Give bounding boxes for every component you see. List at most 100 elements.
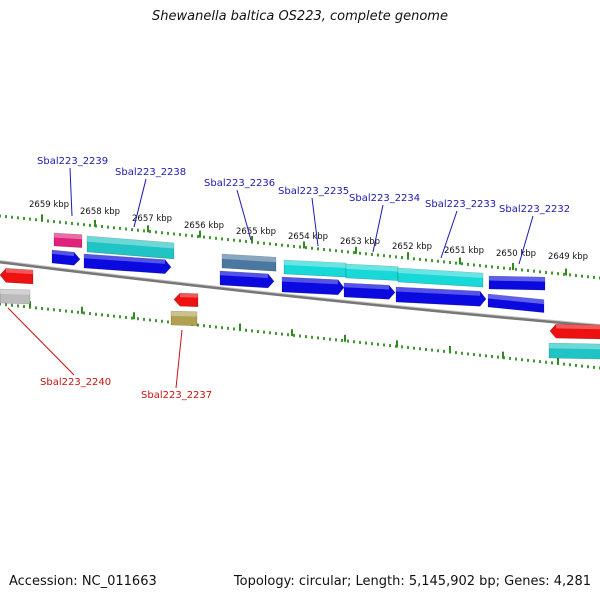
outer-tick-minor — [65, 221, 67, 225]
outer-tick-minor — [371, 252, 373, 256]
inner-tick-minor — [155, 319, 157, 323]
outer-tick-minor — [227, 238, 229, 242]
gene-arrow-right-edge-shine — [556, 324, 600, 330]
outer-tick-minor — [197, 234, 199, 238]
gene-box-2236-shine — [222, 254, 276, 263]
gene-label: Sbal223_2240 — [40, 377, 111, 388]
inner-tick-minor — [149, 318, 151, 322]
inner-tick-minor — [353, 340, 355, 344]
inner-tick-minor — [533, 359, 535, 363]
inner-tick-minor — [161, 319, 163, 323]
scale-label: 2654 kbp — [288, 232, 328, 242]
gene-arrow-2240 — [0, 268, 34, 285]
gene-box-right-edge — [548, 342, 600, 360]
outer-tick-minor — [539, 270, 541, 274]
inner-tick-minor — [563, 362, 565, 366]
inner-tick-minor — [569, 363, 571, 367]
gene-label: Sbal223_2238 — [115, 167, 186, 178]
outer-tick-minor — [245, 239, 247, 243]
outer-tick-minor — [83, 223, 85, 227]
outer-tick-minor — [365, 252, 367, 256]
inner-tick-minor — [575, 363, 577, 367]
inner-tick-minor — [251, 329, 253, 333]
outer-tick-minor — [299, 245, 301, 249]
gene-label: Sbal223_2239 — [37, 156, 108, 167]
inner-tick-minor — [527, 358, 529, 362]
gene-label: Sbal223_2237 — [141, 390, 212, 401]
gene-arrow-2238 — [83, 253, 172, 274]
outer-tick-minor — [275, 243, 277, 247]
outer-tick-minor — [29, 217, 31, 221]
outer-tick-minor — [575, 274, 577, 278]
outer-tick-major — [147, 225, 149, 233]
gene-box-2233-shine — [398, 268, 483, 278]
inner-tick-minor — [455, 351, 457, 355]
gene-leader-line — [372, 204, 384, 253]
inner-tick-major — [502, 351, 504, 359]
outer-tick-minor — [173, 232, 175, 236]
scale-label: 2658 kbp — [80, 207, 120, 217]
outer-tick-minor — [161, 231, 163, 235]
inner-tick-minor — [167, 320, 169, 324]
gene-leader-line — [440, 210, 458, 259]
outer-tick-minor — [185, 233, 187, 237]
inner-tick-minor — [509, 356, 511, 360]
gene-arrow-2234-shine — [344, 283, 389, 290]
gene-label: Sbal223_2234 — [349, 193, 420, 204]
outer-tick-minor — [167, 231, 169, 235]
inner-tick-minor — [107, 314, 109, 318]
outer-tick-minor — [101, 225, 103, 229]
gene-arrow-2233-shine — [396, 287, 480, 296]
inner-tick-minor — [539, 360, 541, 364]
inner-tick-minor — [113, 314, 115, 318]
gene-arrow-2234 — [343, 282, 396, 300]
inner-tick-minor — [143, 317, 145, 321]
inner-tick-minor — [419, 347, 421, 351]
gene-leader-line — [69, 167, 73, 217]
outer-tick-minor — [491, 265, 493, 269]
inner-tick-minor — [431, 348, 433, 352]
outer-tick-minor — [473, 263, 475, 267]
outer-tick-minor — [413, 257, 415, 261]
inner-tick-major — [344, 334, 346, 342]
inner-tick-minor — [371, 342, 373, 346]
scale-label: 2651 kbp — [444, 246, 484, 256]
inner-tick-minor — [521, 358, 523, 362]
outer-tick-minor — [11, 215, 13, 219]
outer-tick-minor — [221, 237, 223, 241]
inner-tick-minor — [245, 328, 247, 332]
outer-tick-minor — [131, 228, 133, 232]
outer-tick-minor — [89, 223, 91, 227]
inner-tick-major — [239, 323, 241, 331]
gene-leader-line — [133, 178, 147, 228]
outer-tick-minor — [257, 241, 259, 245]
gene-features — [0, 232, 600, 360]
outer-tick-minor — [527, 269, 529, 273]
outer-tick-minor — [107, 225, 109, 229]
inner-tick-minor — [281, 332, 283, 336]
outer-tick-major — [459, 257, 461, 265]
outer-tick-minor — [23, 216, 25, 220]
gene-box-2237 — [170, 310, 198, 327]
inner-tick-minor — [263, 330, 265, 334]
gene-arrow-2236 — [219, 270, 275, 289]
inner-tick-minor — [287, 333, 289, 337]
backbone-highlight — [0, 260, 600, 325]
inner-tick-minor — [545, 360, 547, 364]
scale-label: 2652 kbp — [392, 242, 432, 252]
inner-tick-minor — [305, 335, 307, 339]
outer-tick-minor — [563, 272, 565, 276]
gene-arrow-2237 — [173, 292, 199, 308]
inner-tick-minor — [131, 316, 133, 320]
inner-tick-minor — [359, 340, 361, 344]
outer-tick-minor — [503, 266, 505, 270]
outer-tick-minor — [179, 233, 181, 237]
gene-leader-line — [7, 307, 75, 376]
gene-arrow-2239-shine — [52, 250, 74, 257]
outer-tick-minor — [581, 274, 583, 278]
inner-tick-major — [396, 340, 398, 348]
backbone-line — [0, 260, 600, 328]
gene-arrow-2232 — [487, 293, 545, 313]
gene-arrow-2233 — [395, 286, 487, 307]
inner-tick-minor — [47, 307, 49, 311]
